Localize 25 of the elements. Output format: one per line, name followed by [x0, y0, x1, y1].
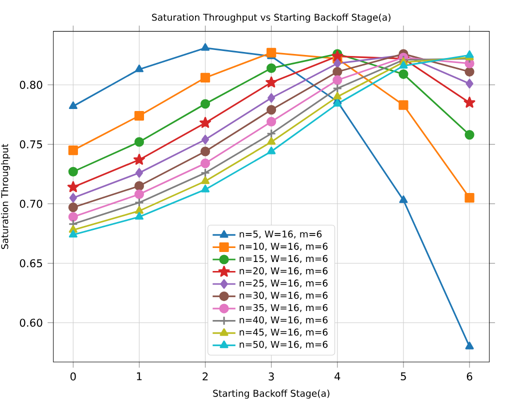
legend-label: n=50, W=16, m=6 — [240, 340, 328, 349]
y-tick-label: 0.60 — [20, 318, 42, 327]
legend-label: n=15, W=16, m=6 — [240, 255, 328, 264]
legend-label: n=25, W=16, m=6 — [240, 280, 328, 288]
legend-label: n=30, W=16, m=6 — [240, 292, 328, 300]
legend-label: n=20, W=16, m=6 — [240, 267, 328, 276]
x-axis-title: Starting Backoff Stage(a) — [213, 390, 330, 399]
x-tick-label: 3 — [268, 372, 274, 380]
legend-label: n=40, W=16, m=6 — [240, 316, 328, 324]
x-tick-label: 1 — [136, 372, 142, 380]
y-tick-label: 0.65 — [20, 259, 42, 268]
x-tick-label: 5 — [400, 372, 406, 380]
legend-label: n=35, W=16, m=6 — [240, 304, 328, 312]
y-tick-label: 0.70 — [20, 200, 42, 208]
y-tick-label: 0.80 — [20, 80, 42, 89]
x-tick-label: 0 — [70, 372, 76, 380]
x-tick-label: 4 — [334, 372, 340, 380]
legend-label: n=10, W=16, m=6 — [240, 242, 328, 251]
x-tick-label: 6 — [466, 372, 472, 380]
legend-label: n=45, W=16, m=6 — [240, 328, 328, 337]
chart-title: Saturation Throughput vs Starting Backoff Stage(a) — [152, 14, 390, 23]
y-tick-label: 0.75 — [20, 140, 42, 148]
legend-label: n=5, W=16, m=6 — [240, 230, 322, 239]
y-axis-title: Saturation Throughput — [1, 144, 10, 249]
x-tick-label: 2 — [202, 372, 208, 380]
